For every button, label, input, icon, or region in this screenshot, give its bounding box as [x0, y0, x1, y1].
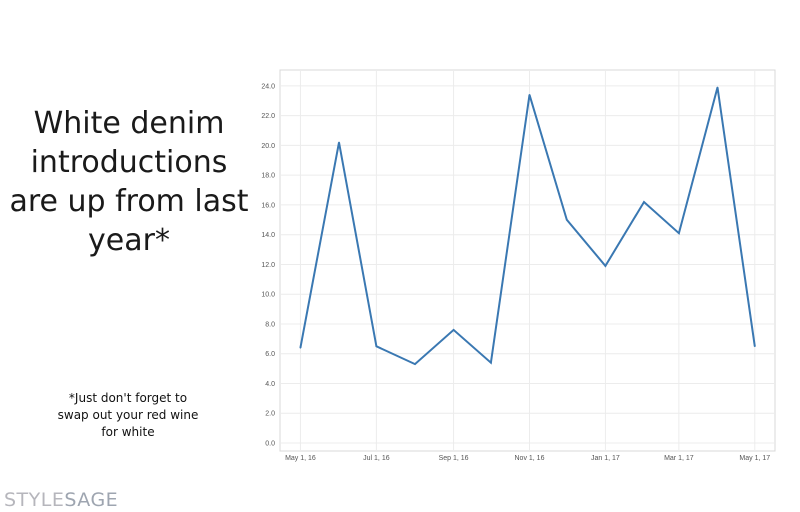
y-tick-label: 2.0	[265, 411, 275, 418]
footnote: *Just don't forget to swap out your red …	[28, 390, 228, 441]
plot-area	[279, 69, 776, 452]
series-group	[299, 86, 756, 366]
x-tick-label: Jan 1, 17	[591, 455, 620, 462]
y-tick-label: 20.0	[261, 143, 275, 150]
data-point	[299, 346, 302, 349]
x-tick-label: Sep 1, 16	[439, 455, 469, 462]
y-tick-label: 12.0	[261, 262, 275, 269]
x-tick-label: Mar 1, 17	[664, 455, 694, 462]
data-point	[490, 361, 492, 364]
data-point	[604, 265, 607, 267]
footnote-line-2: swap out your red wine	[57, 408, 199, 422]
logo-style: STYLE	[4, 489, 65, 511]
y-tick-label: 6.0	[265, 351, 275, 358]
stylesage-logo: STYLESAGE	[4, 489, 118, 511]
data-point	[678, 232, 680, 235]
y-tick-label: 8.0	[265, 321, 275, 328]
x-tick-label: May 1, 16	[285, 455, 316, 462]
data-point	[338, 141, 340, 144]
headline: White denim introductions are up from la…	[9, 106, 249, 258]
y-tick-label: 14.0	[261, 232, 275, 239]
y-tick-label: 4.0	[265, 381, 275, 388]
data-point	[375, 345, 378, 348]
y-tick-label: 24.0	[261, 83, 275, 90]
logo-sage: SAGE	[64, 489, 119, 511]
footnote-line-3: for white	[101, 425, 155, 439]
y-axis: 0.0 2.0 4.0 6.0 8.0 10.0 12.0 14.0 16.0 18.0 20.0 2…	[261, 83, 275, 447]
data-point	[414, 363, 416, 365]
y-tick-label: 22.0	[261, 113, 275, 120]
data-point	[643, 201, 645, 203]
y-tick-label: 16.0	[261, 202, 275, 209]
x-tick-label: Jul 1, 16	[363, 455, 390, 462]
data-point	[528, 94, 531, 96]
x-axis: May 1, 16 Jul 1, 16 Sep 1, 16 Nov 1, 16 Jan …	[285, 455, 770, 462]
x-tick-label: Nov 1, 16	[515, 455, 545, 462]
data-point	[452, 329, 455, 331]
y-tick-label: 0.0	[265, 441, 275, 448]
data-point	[716, 86, 719, 89]
footnote-line-1: *Just don't forget to	[68, 391, 188, 405]
y-tick-label: 18.0	[261, 173, 275, 180]
grid	[280, 70, 775, 451]
data-point	[566, 219, 568, 221]
data-point	[753, 345, 756, 348]
y-tick-label: 10.0	[261, 292, 275, 299]
x-tick-label: May 1, 17	[739, 455, 770, 462]
